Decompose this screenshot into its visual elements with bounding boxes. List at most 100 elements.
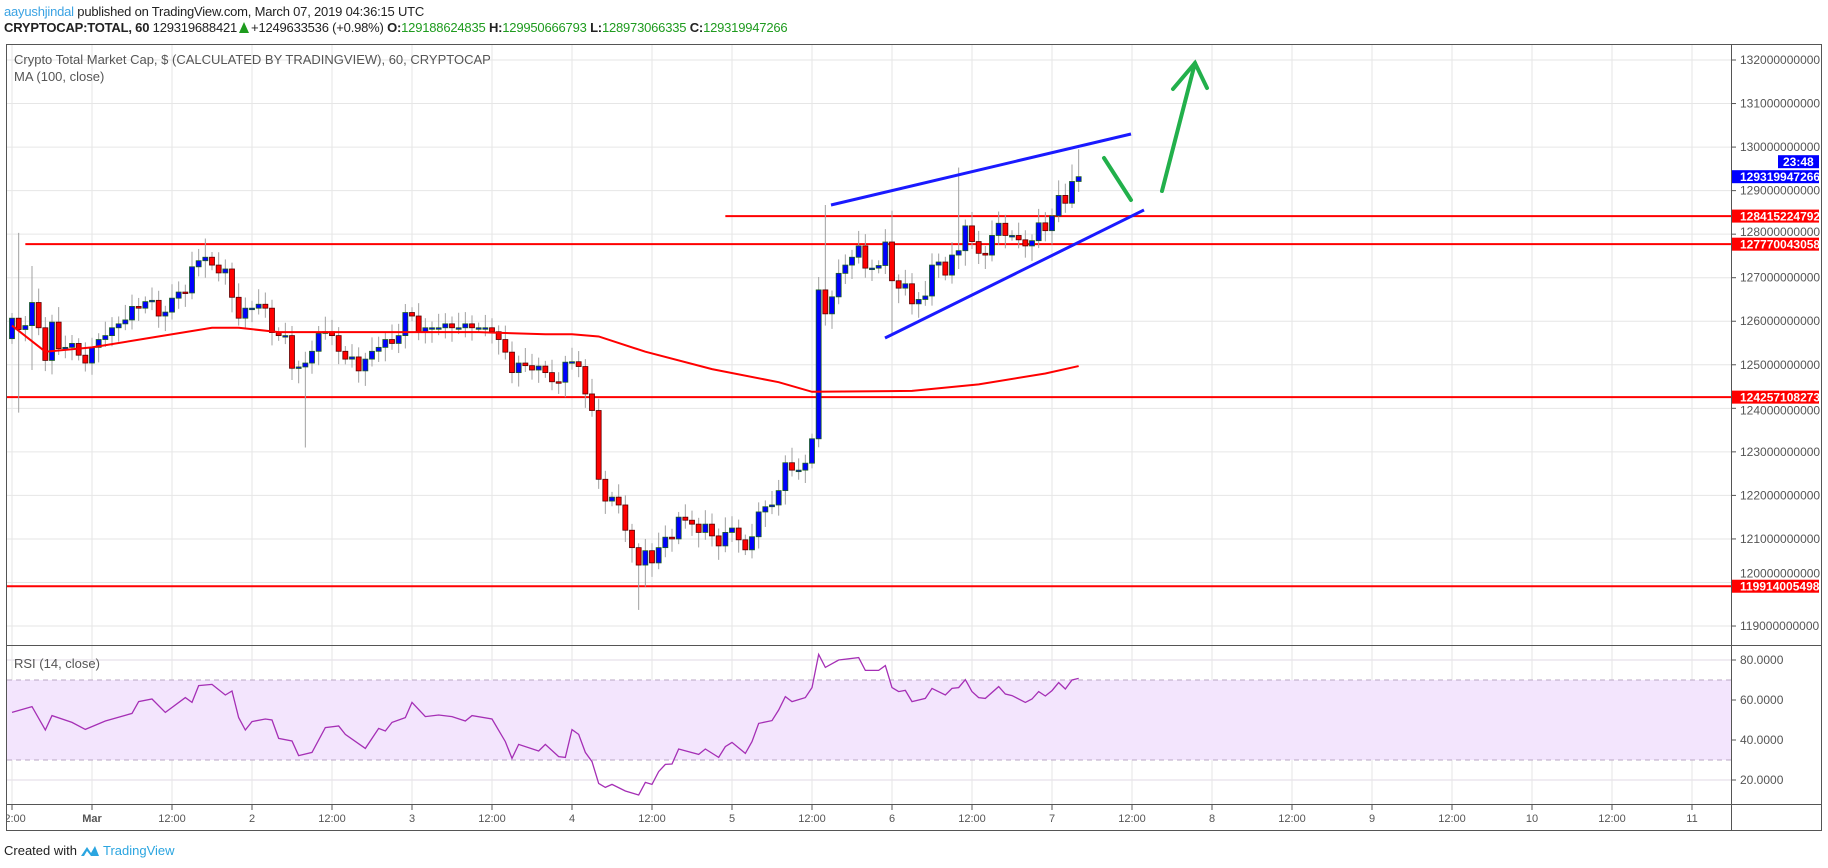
candle-up xyxy=(922,295,929,300)
drawings[interactable] xyxy=(830,59,1209,340)
candle-up xyxy=(642,550,649,566)
tradingview-link[interactable]: TradingView xyxy=(102,843,175,858)
candle-up xyxy=(935,261,942,266)
candle-down xyxy=(289,335,295,369)
candle-up xyxy=(1035,222,1042,242)
lower-trendline[interactable] xyxy=(884,208,1145,340)
low-label: L: xyxy=(590,20,602,35)
candle-down xyxy=(669,536,675,540)
symbol-info: CRYPTOCAP:TOTAL, 60 129319688421 +1249633… xyxy=(4,20,788,35)
candle-up xyxy=(422,327,429,333)
candle-up xyxy=(515,362,522,374)
candle-up xyxy=(149,299,155,303)
last-price: 129319688421 xyxy=(152,20,238,35)
candle-up xyxy=(102,335,109,340)
time-tick-label: 2 xyxy=(249,813,255,825)
candle-up xyxy=(842,264,849,274)
price-tick-label: 125000000000 xyxy=(1740,358,1820,372)
candle-up xyxy=(1069,181,1075,204)
candle-down xyxy=(682,516,689,521)
open-value: 129188624835 xyxy=(401,20,486,35)
time-axis[interactable]: 12:00 Mar 12:00 2 12:00 3 12:00 4 12:00 5 12:00 6 12… xyxy=(0,805,1698,825)
candle-up xyxy=(189,266,195,294)
rsi-tick-label: 40.0000 xyxy=(1740,733,1784,747)
candle-down xyxy=(155,299,162,317)
green-pullback-line[interactable] xyxy=(1102,156,1133,202)
candle-down xyxy=(1002,222,1009,236)
candle-down xyxy=(649,550,655,564)
candle-up xyxy=(795,469,802,473)
rsi-axis[interactable]: 80.0000 60.0000 40.0000 20.0000 xyxy=(1731,653,1784,787)
candle-up xyxy=(929,264,935,297)
author-link[interactable]: aayushjindal xyxy=(4,4,74,19)
candle-down xyxy=(342,350,349,360)
candle-up xyxy=(255,303,262,309)
candle-down xyxy=(269,307,275,333)
level-price-badge-text: 128415224792 xyxy=(1740,210,1820,224)
open-label: O: xyxy=(387,20,402,35)
candle-up xyxy=(809,438,815,464)
time-tick-label: 10 xyxy=(1526,813,1538,825)
candle-down xyxy=(822,289,829,315)
candle-down xyxy=(909,283,915,305)
time-tick-label: 11 xyxy=(1686,813,1697,825)
candle-down xyxy=(709,523,715,537)
last-price-badge-text: 129319947266 xyxy=(1740,170,1820,184)
rsi-tick-label: 20.0000 xyxy=(1740,773,1784,787)
candle-up xyxy=(962,225,969,252)
candle-down xyxy=(509,351,515,374)
candle-down xyxy=(969,225,975,242)
candle-down xyxy=(1042,222,1049,232)
time-tick-label: 12:00 xyxy=(1598,813,1626,825)
candle-up xyxy=(349,356,355,360)
time-tick-label: 12:00 xyxy=(638,813,666,825)
candle-up xyxy=(169,297,175,313)
candle-down xyxy=(1062,195,1069,204)
tradingview-logo-icon[interactable] xyxy=(80,844,100,858)
candle-down xyxy=(82,354,89,364)
candle-up xyxy=(129,306,135,321)
candle-up xyxy=(562,361,569,383)
candle-down xyxy=(975,241,982,254)
candle-down xyxy=(895,280,902,289)
candle-up xyxy=(295,366,302,369)
ma-legend[interactable]: MA (100, close) xyxy=(14,69,105,84)
upper-trendline[interactable] xyxy=(830,132,1132,207)
candle-up xyxy=(122,319,129,325)
time-tick-label: 12:00 xyxy=(1118,813,1146,825)
candle-up xyxy=(655,547,662,564)
price-tick-label: 122000000000 xyxy=(1740,488,1820,502)
candle-up xyxy=(662,536,669,549)
candle-up xyxy=(369,350,375,360)
countdown-badge xyxy=(1778,155,1819,169)
time-tick-label: 12:00 xyxy=(958,813,986,825)
candle-down xyxy=(389,339,395,344)
candle-down xyxy=(182,291,189,294)
candle-up xyxy=(749,536,755,551)
price-axis[interactable]: 132000000000 131000000000 130000000000 1290… xyxy=(1731,53,1820,633)
high-value: 129950666793 xyxy=(502,20,587,35)
candle-down xyxy=(235,296,242,319)
series-legend[interactable]: Crypto Total Market Cap, $ (CALCULATED B… xyxy=(14,52,491,67)
level-price-badge xyxy=(1732,579,1819,593)
candle-up xyxy=(309,350,315,364)
candle-down xyxy=(862,245,869,269)
time-tick-label: Mar xyxy=(82,813,102,825)
level-price-badge-text: 127770043058 xyxy=(1740,238,1820,252)
candle-up xyxy=(1075,176,1082,182)
candle-up xyxy=(675,516,682,540)
candle-up xyxy=(702,523,709,533)
candle-down xyxy=(689,519,695,525)
candle-down xyxy=(449,323,455,329)
price-tick-label: 124000000000 xyxy=(1740,403,1820,417)
horizontal-levels xyxy=(7,215,1731,588)
candles xyxy=(9,149,1082,610)
time-tick-label: 3 xyxy=(409,813,415,825)
time-tick-label: 12:00 xyxy=(1278,813,1306,825)
green-up-arrow-icon[interactable] xyxy=(1160,59,1209,193)
rsi-legend[interactable]: RSI (14, close) xyxy=(14,656,100,671)
time-tick-label: 12:00 xyxy=(0,813,26,825)
candle-up xyxy=(315,333,322,352)
candle-up xyxy=(115,323,122,329)
